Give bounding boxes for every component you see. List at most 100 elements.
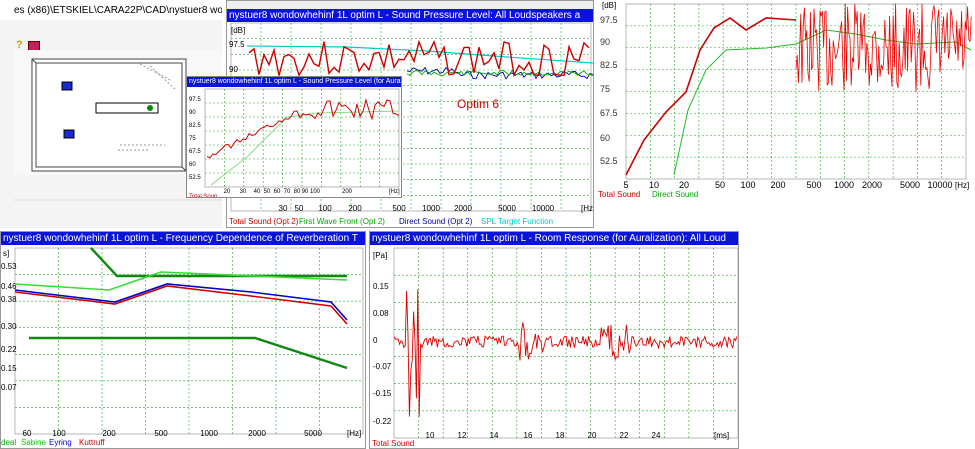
inset-xtick: 200 xyxy=(342,189,353,195)
room-waveform xyxy=(393,289,738,417)
room-ytick: -0.07 xyxy=(373,362,392,371)
reverb-ytick: 0.53 xyxy=(1,262,17,271)
inset-ytick: 82.5 xyxy=(189,123,201,129)
spl-right-xtick: 2000 xyxy=(862,180,882,190)
room-frame xyxy=(393,247,738,439)
room-xtick: 10 xyxy=(426,431,435,440)
spl-right-ytick: 75 xyxy=(600,84,610,94)
spl-main-xtick: 2000 xyxy=(454,204,472,213)
spl-target-line xyxy=(246,45,593,64)
spl-right-unit: [dB] xyxy=(602,1,616,10)
optim-annotation: Optim 6 xyxy=(457,97,499,111)
reverb-ytick: 0.15 xyxy=(1,364,17,373)
room-ms: [ms] xyxy=(714,431,729,440)
reverb-xtick: 60 xyxy=(23,429,32,438)
spl-main-xtick: 10000 xyxy=(532,204,555,213)
inset-ytick: 90 xyxy=(189,110,196,116)
spl-main-toolbar xyxy=(227,1,593,9)
room-ytick: -0.22 xyxy=(373,417,392,426)
inset-frame xyxy=(204,88,400,188)
spl-right-total-low xyxy=(625,17,797,176)
reverb-frame xyxy=(14,247,364,435)
room-xtick: 22 xyxy=(620,431,629,440)
reverb-legend-item: Eyring xyxy=(49,438,72,447)
spl-right-direct-line xyxy=(673,29,972,176)
inset-total-line xyxy=(206,98,400,159)
room-ytick: 0.08 xyxy=(373,309,389,318)
spl-main-legend-item: First Wave Front (Opt 2) xyxy=(299,217,385,226)
inset-ytick: 97.5 xyxy=(189,97,201,103)
spl-main-xtick: 5000 xyxy=(498,204,516,213)
spl-right-ytick: 67.5 xyxy=(600,108,618,118)
reverb-xtick: 2000 xyxy=(248,429,266,438)
room-ytick: 0.15 xyxy=(373,282,389,291)
room-unit: [Pa] xyxy=(373,251,387,260)
reverb-eyring-line xyxy=(14,283,348,321)
spl-right-ytick: 90 xyxy=(600,37,610,47)
question-icon[interactable]: ? xyxy=(16,39,23,51)
reverb-legend-item: Kuttruff xyxy=(79,438,105,447)
inset-hz: [Hz] xyxy=(389,189,400,195)
spl-right-ytick: 52.5 xyxy=(600,156,618,166)
reverb-legend-item: Sabine xyxy=(21,438,46,447)
reverb-kuttruff-line xyxy=(14,285,348,325)
room-ytick: 0 xyxy=(373,336,378,345)
reverb-xtick: 1000 xyxy=(200,429,218,438)
spl-right-xtick: 1000 xyxy=(834,180,854,190)
spl-main-xtick: 50 xyxy=(295,204,304,213)
spl-main-hz: [Hz] xyxy=(581,204,594,213)
spl-main-title: nystuer8 wondowhehinf 1L optim L - Sound… xyxy=(227,9,593,22)
inset-xtick: 30 xyxy=(240,189,247,195)
reverb-ytick: 0.30 xyxy=(1,322,17,331)
spl-right-chart: [dB] 97.5 90 82.5 75 67.5 60 52.5 5 10 20 50 100 200 5… xyxy=(598,1,972,199)
inset-xtick: 100 xyxy=(310,189,321,195)
spl-main-unit: [dB] xyxy=(231,26,245,35)
spl-main-legend-item: SPL Target Function xyxy=(481,217,553,226)
inset-ytick: 67.5 xyxy=(189,149,201,155)
spl-right-legend-item: Direct Sound xyxy=(652,190,698,199)
room-xtick: 24 xyxy=(652,431,661,440)
room-legend: Total Sound xyxy=(372,439,414,448)
spl-right-xtick: 200 xyxy=(770,180,785,190)
spl-right-xtick: 10 xyxy=(649,180,659,190)
room-xtick: 20 xyxy=(588,431,597,440)
room-ytick: -0.15 xyxy=(373,389,392,398)
inset-legend: Total Soun xyxy=(189,194,217,198)
reverb-ytick: 0.22 xyxy=(1,345,17,354)
inset-xtick: 90 xyxy=(302,189,309,195)
spl-firstwave-line xyxy=(406,69,593,77)
spl-main-legend-item: Total Sound (Opt 2) xyxy=(229,217,299,226)
room-xtick: 16 xyxy=(524,431,533,440)
inset-xtick: 60 xyxy=(274,189,281,195)
spl-right-ytick: 97.5 xyxy=(600,15,618,25)
inset-xtick: 40 xyxy=(254,189,261,195)
reverb-xtick: 100 xyxy=(52,429,66,438)
reverb-chart: s] 0.53 0.46 0.38 0.30 0.22 0.15 0.07 60 100 200 50… xyxy=(1,247,364,447)
reverb-xtick: 5000 xyxy=(304,429,322,438)
room-xtick: 18 xyxy=(556,431,565,440)
inset-direct-line xyxy=(210,110,400,186)
auralization-inset-title: nystuer8 wondowhehinf 1L optim L - Sound… xyxy=(187,77,401,87)
reverb-unit: s] xyxy=(3,249,9,258)
reverb-ideal-upper xyxy=(90,247,347,278)
spl-main-ytick: 90 xyxy=(229,65,238,74)
spl-right-xtick: 500 xyxy=(806,180,821,190)
reverb-legend-item: deal xyxy=(1,438,16,447)
spl-right-frame xyxy=(625,3,967,180)
reverb-xtick: 500 xyxy=(154,429,168,438)
reverb-sabine-line xyxy=(14,271,348,291)
spl-main-xtick: 1000 xyxy=(422,204,440,213)
reverb-ytick: 0.46 xyxy=(1,282,17,291)
inset-xtick: 70 xyxy=(284,189,291,195)
spl-right-ytick: 82.5 xyxy=(600,60,618,70)
reverb-ytick: 0.38 xyxy=(1,295,17,304)
spl-right-legend-item: Total Sound xyxy=(598,190,640,199)
inset-xtick: 80 xyxy=(294,189,301,195)
cad-path-bar: es (x86)\ETSKIEL\CARA22P\CAD\nystuer8 wo… xyxy=(0,0,222,21)
spl-right-xtick: 10000 xyxy=(927,180,952,190)
spl-right-xtick: 20 xyxy=(679,180,689,190)
spl-direct-line xyxy=(406,66,593,80)
auralization-inset-window: nystuer8 wondowhehinf 1L optim L - Sound… xyxy=(186,76,402,198)
reverb-hz: [Hz] xyxy=(347,429,361,438)
